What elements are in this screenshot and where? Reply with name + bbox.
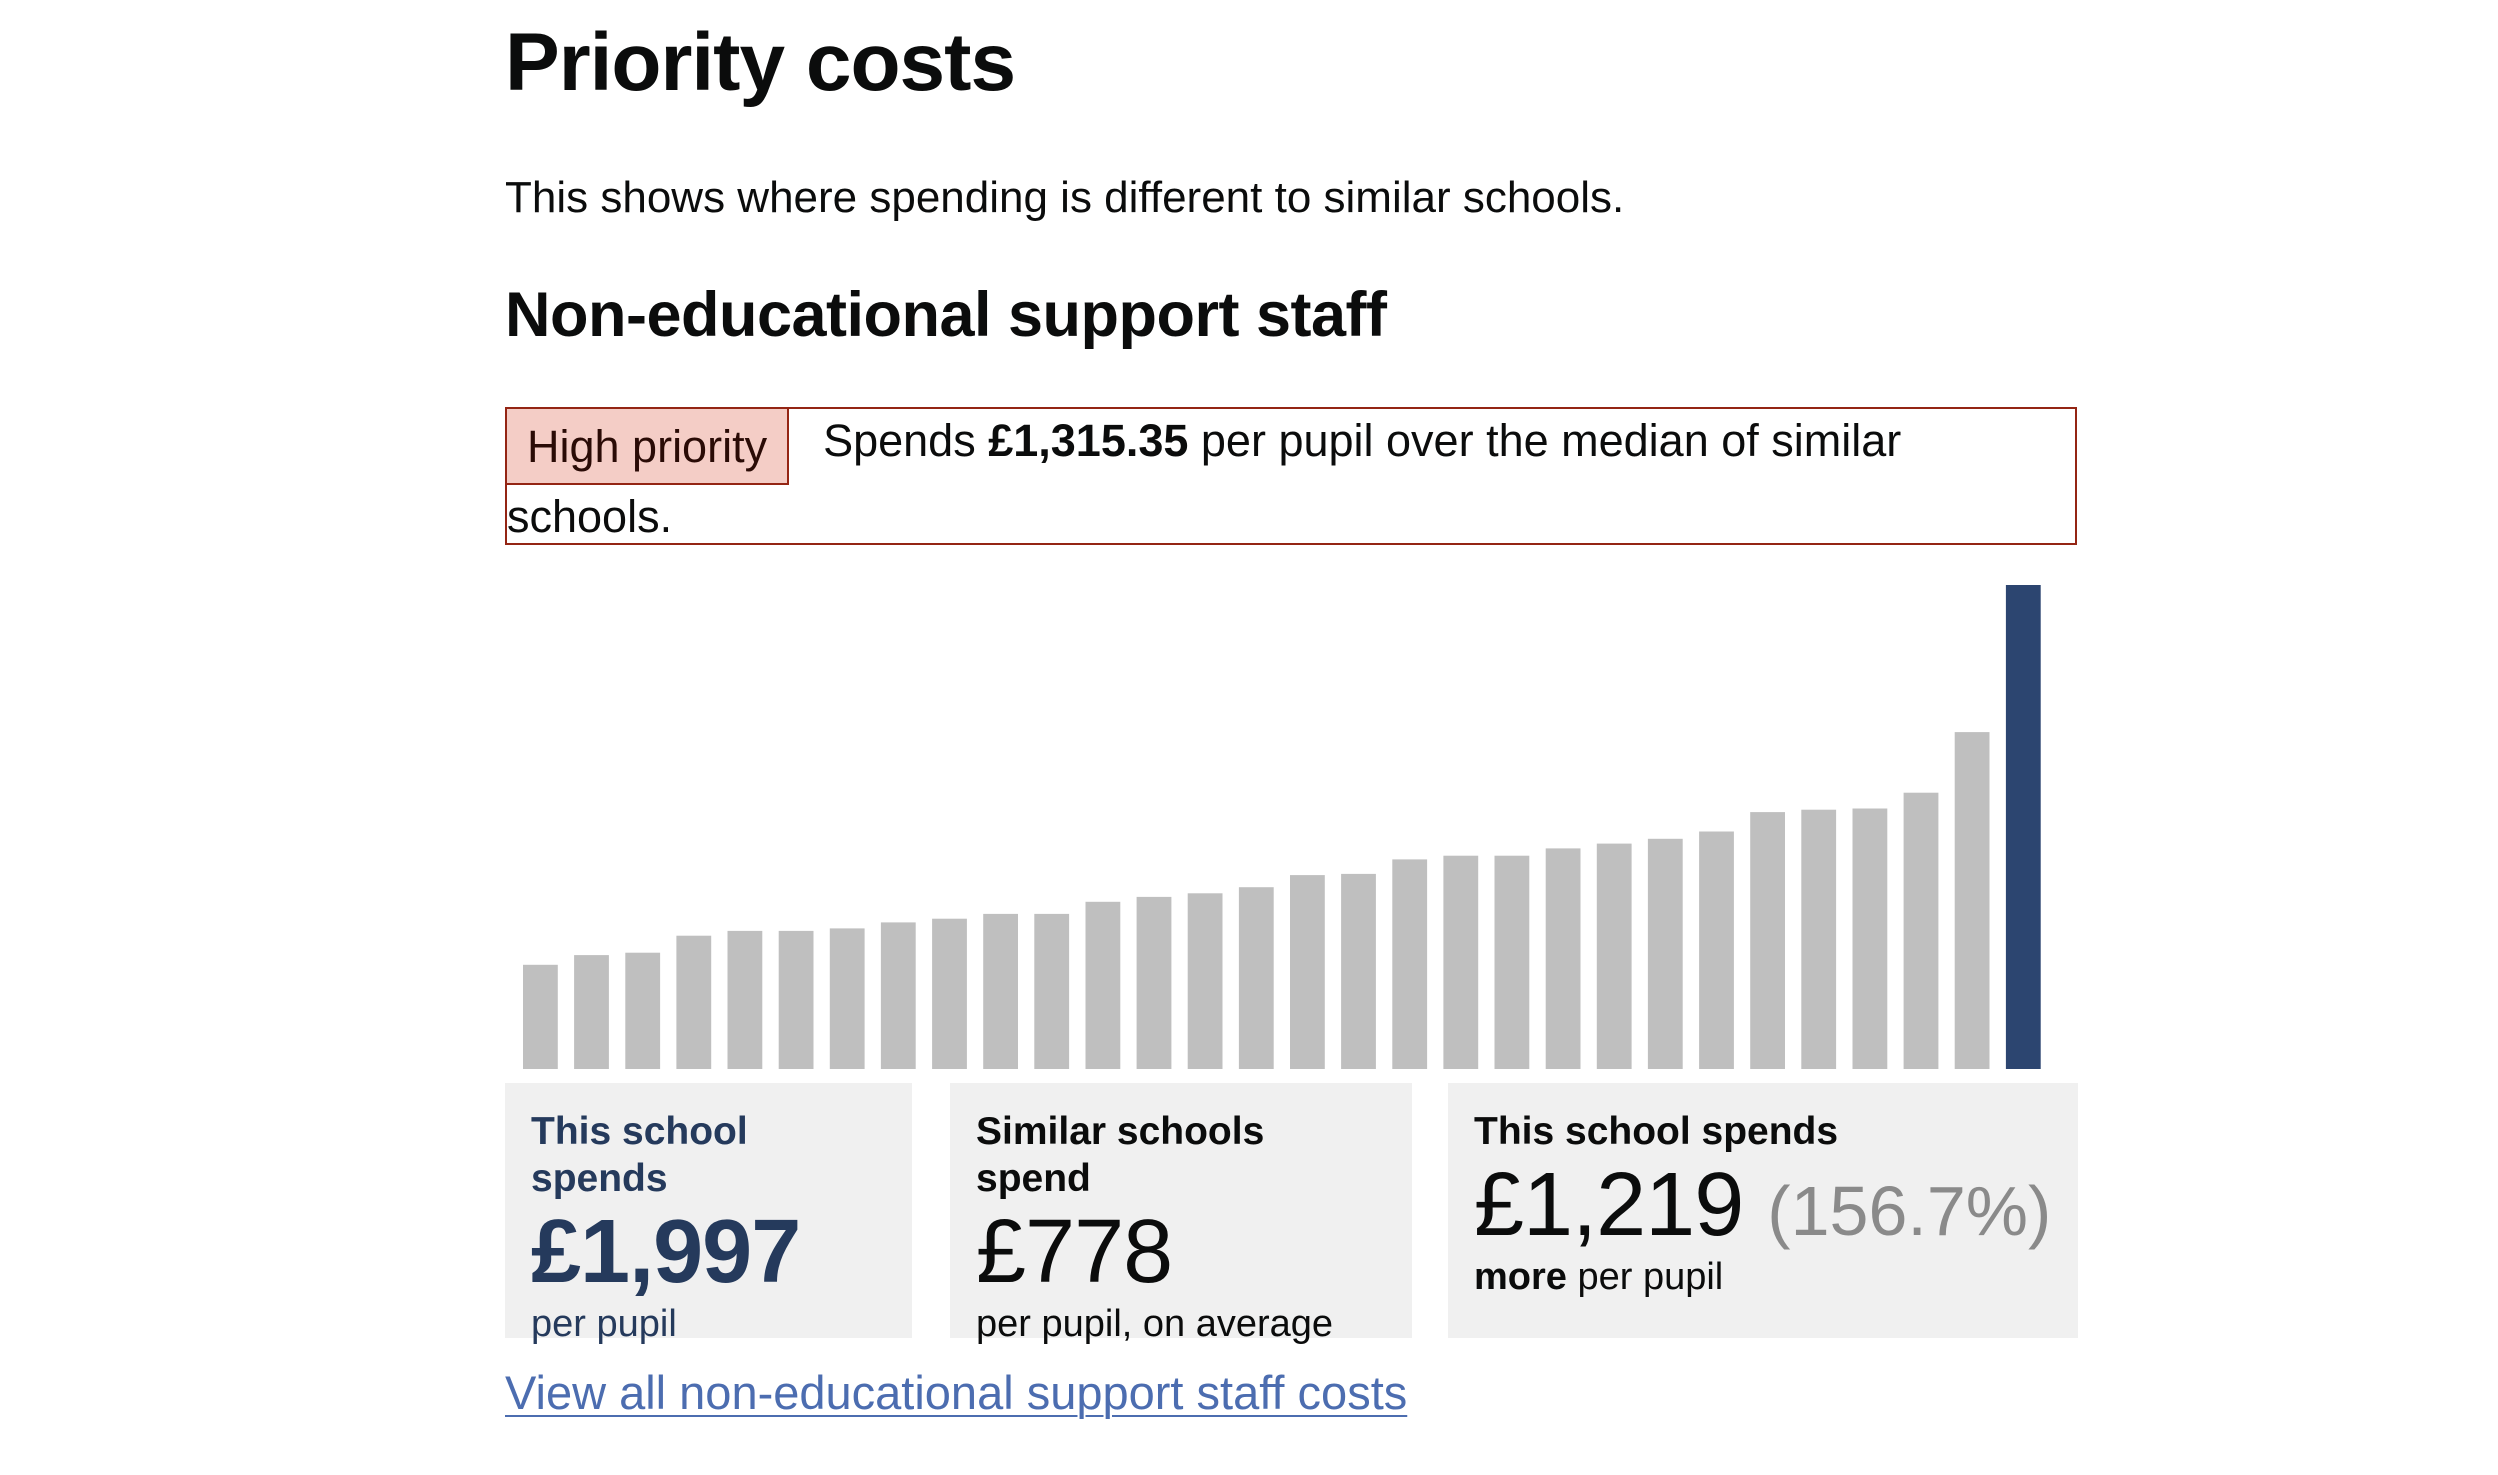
bar-similar-school bbox=[778, 930, 814, 1069]
bar-similar-school bbox=[1699, 831, 1734, 1069]
bar-similar-school bbox=[1545, 848, 1581, 1069]
stat-card-difference: This school spends £1,219 (156.7%) more … bbox=[1448, 1083, 2078, 1338]
page-title: Priority costs bbox=[505, 17, 1016, 108]
bar-similar-school bbox=[574, 955, 609, 1069]
priority-suffix: per pupil over the median of similar sch… bbox=[507, 415, 1902, 542]
bar-similar-school bbox=[727, 930, 763, 1069]
bar-similar-school bbox=[1085, 901, 1121, 1069]
bar-similar-school bbox=[1290, 875, 1325, 1069]
bar-similar-school bbox=[1903, 792, 1939, 1069]
bar-similar-school bbox=[932, 918, 967, 1069]
priority-callout: High priority Spends £1,315.35 per pupil … bbox=[505, 407, 2077, 545]
bar-similar-school bbox=[1443, 855, 1479, 1069]
bar-similar-school bbox=[829, 928, 865, 1069]
stat-sub-similar: per pupil, on average bbox=[976, 1302, 1334, 1345]
bar-similar-school bbox=[1494, 855, 1530, 1069]
intro-text: This shows where spending is different t… bbox=[505, 173, 1625, 222]
bar-similar-school bbox=[1341, 873, 1376, 1069]
bar-similar-school bbox=[625, 952, 661, 1069]
priority-tag: High priority bbox=[505, 407, 790, 485]
stat-label-this-school: This school spends bbox=[531, 1110, 748, 1200]
stat-value-similar: £778 bbox=[976, 1201, 1173, 1302]
stat-sub-this-school: per pupil bbox=[531, 1302, 677, 1345]
section-heading: Non-educational support staff bbox=[505, 280, 1387, 350]
spending-bar-chart bbox=[523, 585, 2041, 1069]
difference-amount: £1,219 bbox=[1474, 1154, 1744, 1255]
stat-card-this-school: This school spends £1,997 per pupil bbox=[505, 1083, 912, 1345]
bar-similar-school bbox=[1750, 812, 1785, 1069]
stat-label-difference: This school spends bbox=[1474, 1110, 1839, 1153]
bar-similar-school bbox=[1238, 887, 1274, 1069]
view-all-costs-link[interactable]: View all non-educational support staff c… bbox=[505, 1366, 1408, 1419]
difference-per-pupil: per pupil bbox=[1566, 1255, 1724, 1298]
priority-message: Spends £1,315.35 per pupil over the medi… bbox=[507, 415, 1901, 542]
bar-similar-school bbox=[880, 922, 916, 1069]
stat-value-this-school: £1,997 bbox=[531, 1201, 801, 1302]
bar-similar-school bbox=[1034, 913, 1070, 1069]
bar-similar-school bbox=[1852, 808, 1888, 1069]
difference-more: more bbox=[1474, 1255, 1567, 1298]
bar-similar-school bbox=[983, 913, 1018, 1069]
bar-similar-school bbox=[1647, 838, 1683, 1069]
stat-value-difference: £1,219 (156.7%) bbox=[1474, 1154, 2052, 1255]
stat-label-similar: Similar schools spend bbox=[976, 1110, 1265, 1200]
bar-similar-school bbox=[523, 964, 558, 1069]
bar-similar-school bbox=[676, 935, 712, 1069]
priority-amount: £1,315.35 bbox=[988, 415, 1189, 466]
bar-similar-school bbox=[1801, 809, 1837, 1069]
bar-similar-school bbox=[1187, 893, 1223, 1069]
difference-percent: (156.7%) bbox=[1767, 1171, 2052, 1250]
stat-sub-difference: more per pupil bbox=[1474, 1255, 2052, 1301]
priority-prefix: Spends bbox=[823, 415, 989, 466]
bar-similar-school bbox=[1136, 896, 1172, 1069]
bar-similar-school bbox=[1392, 859, 1428, 1069]
bar-similar-school bbox=[1954, 732, 1990, 1069]
stat-card-similar-schools: Similar schools spend £778 per pupil, on… bbox=[950, 1083, 1412, 1345]
bar-this-school bbox=[2005, 585, 2041, 1069]
bar-similar-school bbox=[1596, 843, 1632, 1069]
